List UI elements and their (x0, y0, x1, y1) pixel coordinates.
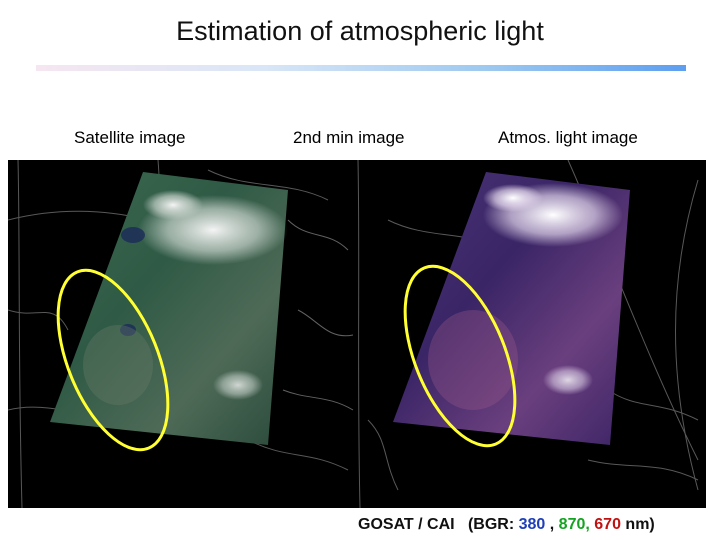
highlight-ellipse-left (56, 268, 170, 452)
band-caption: GOSAT / CAI (BGR: 380 , 870, 670 nm) (358, 516, 655, 534)
caption-band-green: 870, (558, 516, 590, 533)
panel-label-atmos-light: Atmos. light image (498, 128, 638, 147)
caption-source: GOSAT / CAI (358, 516, 455, 533)
caption-band-red: 670 (594, 516, 621, 533)
slide-title: Estimation of atmospheric light (176, 16, 544, 46)
caption-bands-prefix: (BGR: (467, 516, 515, 533)
caption-suffix: nm) (625, 516, 655, 533)
panel-label-2nd-min: 2nd min image (293, 128, 405, 147)
title-underline (36, 65, 686, 71)
panel-label-satellite: Satellite image (74, 128, 186, 147)
caption-band-blue: 380 (518, 516, 546, 533)
caption-sep: , (549, 516, 555, 533)
highlight-ellipse-right (403, 264, 517, 448)
satellite-image-composite (8, 160, 706, 508)
